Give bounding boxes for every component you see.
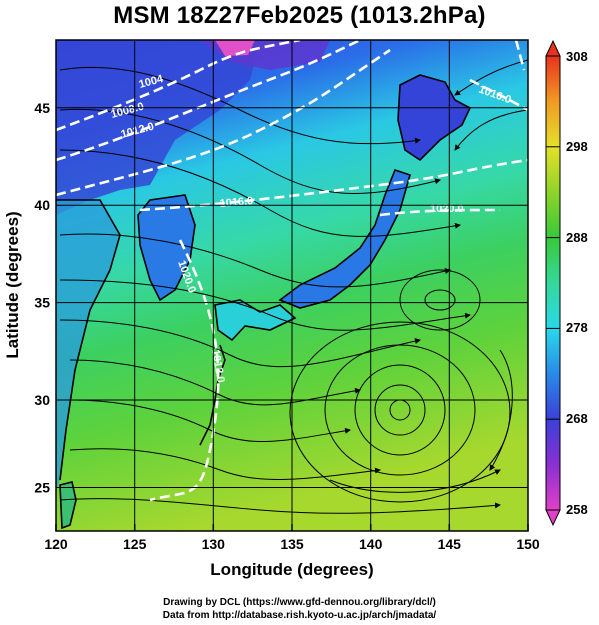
- colorbar-tick-label: 258: [566, 502, 588, 517]
- colorbar-tick-label: 278: [566, 320, 588, 335]
- colorbar: 258 268 278 288 298 308: [545, 39, 588, 527]
- y-tick-labels: 25 30 35 40 45: [34, 100, 50, 496]
- credits: Drawing by DCL (https://www.gfd-dennou.o…: [0, 596, 599, 622]
- coastlines: [56, 74, 472, 530]
- map-title: MSM 18Z27Feb2025 (1013.2hPa): [113, 2, 486, 29]
- china-coast-land: [56, 200, 120, 490]
- x-axis-label: Longitude (degrees): [210, 560, 373, 579]
- colorbar-tick-label: 268: [566, 411, 588, 426]
- x-tick-label: 150: [516, 536, 540, 552]
- colorbar-top-arrow: [545, 39, 561, 57]
- x-tick-label: 125: [123, 536, 147, 552]
- y-tick-label: 45: [34, 100, 50, 116]
- credit-data: Data from http://database.rish.kyoto-u.a…: [162, 610, 437, 621]
- isobars: [56, 40, 528, 502]
- streamlines: [59, 59, 528, 514]
- y-tick-label: 35: [34, 295, 50, 311]
- x-tick-label: 130: [202, 536, 226, 552]
- colorbar-tick-labels: 258 268 278 288 298 308: [566, 49, 588, 517]
- colorbar-gradient: [545, 55, 561, 511]
- y-tick-label: 40: [34, 197, 50, 213]
- grid: [56, 40, 528, 531]
- y-tick-label: 30: [34, 392, 50, 408]
- isobar-label: 1016.0: [219, 195, 254, 210]
- x-tick-labels: 120 125 130 135 140 145 150: [44, 536, 540, 552]
- colorbar-tick-label: 298: [566, 139, 588, 154]
- kyushu-shikoku: [215, 300, 295, 340]
- x-tick-label: 135: [280, 536, 304, 552]
- colorbar-bottom-arrow: [545, 509, 561, 527]
- cold-region-northwest: [56, 40, 260, 215]
- x-tick-marks: [55, 524, 529, 531]
- credit-drawing: Drawing by DCL (https://www.gfd-dennou.o…: [163, 597, 436, 608]
- y-axis-label: Latitude (degrees): [3, 211, 22, 358]
- colorbar-tick-label: 288: [566, 230, 588, 245]
- x-tick-label: 120: [44, 536, 68, 552]
- korea-cold: [138, 195, 195, 300]
- map-layers: 1004 1008.0 1012.0 1016.0 1020.0 1020.0 …: [56, 40, 528, 531]
- isobar-label: 1020.0: [430, 203, 464, 215]
- x-tick-label: 140: [359, 536, 383, 552]
- colorbar-tick-label: 308: [566, 49, 588, 64]
- x-tick-label: 145: [438, 536, 462, 552]
- y-tick-label: 25: [34, 480, 50, 496]
